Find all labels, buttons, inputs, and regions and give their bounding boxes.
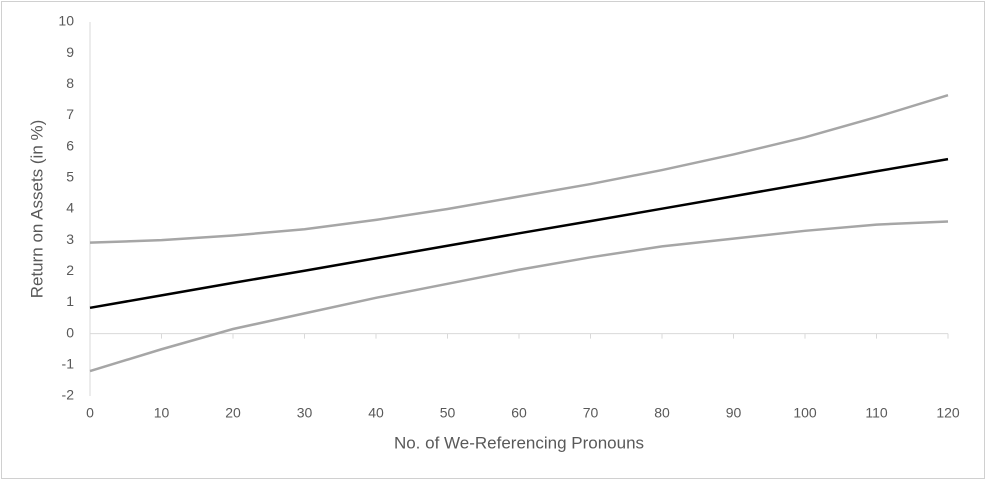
- y-tick-label: 10: [58, 13, 74, 29]
- y-tick-label: 5: [66, 169, 74, 185]
- x-tick-label: 50: [440, 405, 456, 421]
- x-tick-label: 20: [225, 405, 241, 421]
- x-tick-label: 110: [865, 405, 888, 421]
- x-axis-title: No. of We-Referencing Pronouns: [394, 433, 644, 452]
- y-tick-label: 4: [66, 200, 74, 216]
- y-tick-label: 8: [66, 75, 74, 91]
- x-tick-label: 90: [726, 405, 742, 421]
- y-tick-label: 3: [66, 231, 74, 247]
- x-tick-label: 70: [583, 405, 599, 421]
- x-tick-label: 40: [368, 405, 384, 421]
- y-tick-label: -2: [62, 387, 75, 403]
- y-tick-label: 9: [66, 44, 74, 60]
- x-tick-label: 30: [297, 405, 313, 421]
- y-tick-label: 1: [66, 293, 74, 309]
- series-line: [89, 220, 949, 373]
- y-tick-label: -1: [62, 356, 75, 372]
- x-tick-label: 120: [936, 405, 960, 421]
- x-tick-label: 60: [511, 405, 527, 421]
- y-tick-label: 2: [66, 262, 74, 278]
- y-axis-title: Return on Assets (in %): [27, 120, 46, 299]
- x-tick-label: 10: [154, 405, 170, 421]
- x-tick-label: 100: [793, 405, 817, 421]
- series-line: [89, 94, 949, 244]
- y-tick-label: 0: [66, 324, 74, 340]
- series-line: [89, 157, 949, 310]
- x-tick-label: 80: [654, 405, 670, 421]
- y-tick-label: 6: [66, 137, 74, 153]
- x-tick-label: 0: [86, 405, 94, 421]
- y-tick-label: 7: [66, 106, 74, 122]
